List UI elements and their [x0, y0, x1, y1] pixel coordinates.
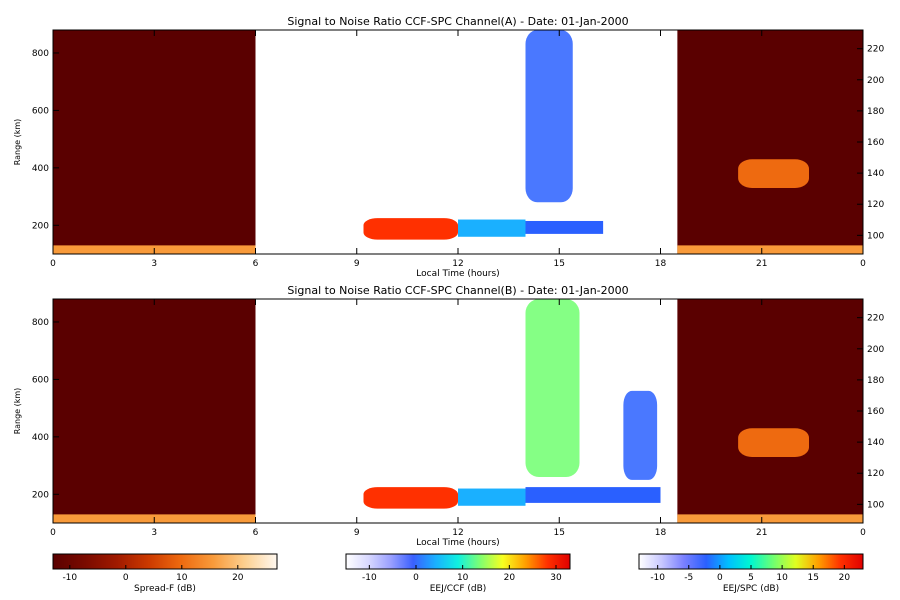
- y-tick-label-left: 400: [32, 164, 49, 174]
- y-tick-label-right: 160: [867, 138, 884, 148]
- colorbar-tick-label: 15: [807, 573, 818, 583]
- y-tick-label-right: 120: [867, 469, 884, 479]
- x-tick-label: 3: [151, 259, 157, 269]
- x-tick-label: 21: [756, 528, 767, 538]
- colorbar-label: EEJ/CCF (dB): [430, 584, 487, 594]
- colorbar-tick-label: -10: [62, 573, 77, 583]
- x-tick-label: 9: [354, 259, 360, 269]
- colorbar-tick-label: 30: [550, 573, 562, 583]
- y-tick-label-left: 800: [32, 318, 49, 328]
- colorbar-gradient: [52, 553, 278, 570]
- colorbar-tick-label: 20: [232, 573, 244, 583]
- colorbar-tick-label: -5: [684, 573, 693, 583]
- region-spread-f-night: [53, 299, 256, 523]
- y-tick-label-right: 120: [867, 200, 884, 210]
- colorbar-3: -10 -5 0 5 10 15 20 EEJ/SPC (dB): [638, 553, 864, 594]
- y-tick-label-right: 100: [867, 231, 884, 241]
- y-tick-label-right: 220: [867, 45, 884, 55]
- region-eej-spc-band: [525, 487, 661, 503]
- colorbar-1: -10 0 10 20 Spread-F (dB): [52, 553, 278, 594]
- x-tick-label: 21: [756, 259, 767, 269]
- x-tick-label: 12: [452, 259, 463, 269]
- x-axis-label: Local Time (hours): [416, 269, 499, 279]
- region-e-layer-echo: [677, 245, 863, 254]
- region-spread-f-night: [677, 299, 863, 523]
- x-tick-label: 6: [253, 528, 259, 538]
- y-tick-label-right: 200: [867, 345, 884, 355]
- colorbar-tick-label: 0: [123, 573, 129, 583]
- y-tick-label-right: 160: [867, 407, 884, 417]
- region-eej-ccf-strong-echo: [363, 487, 458, 509]
- y-tick-label-right: 200: [867, 76, 884, 86]
- colorbar-tick-label: 0: [413, 573, 419, 583]
- heatmap-panel-a: Signal to Noise Ratio CCF-SPC Channel(A)…: [13, 15, 884, 279]
- chart-title: Signal to Noise Ratio CCF-SPC Channel(A)…: [287, 15, 628, 28]
- colorbar-tick-label: 10: [776, 573, 788, 583]
- region-eej-spc-bubble: [623, 390, 658, 480]
- x-tick-label: 15: [554, 528, 565, 538]
- x-tick-label: 15: [554, 259, 565, 269]
- y-tick-label-left: 200: [32, 490, 49, 500]
- region-eej-ccf-echo: [458, 488, 526, 506]
- y-tick-label-right: 180: [867, 107, 884, 117]
- colorbar-tick-label: 10: [176, 573, 188, 583]
- region-eej-spc-band: [525, 220, 604, 234]
- colorbar-label: EEJ/SPC (dB): [723, 584, 779, 594]
- region-spread-f-night: [53, 30, 256, 254]
- y-tick-label-right: 180: [867, 376, 884, 386]
- colorbar-tick-label: 0: [717, 573, 723, 583]
- y-tick-label-left: 400: [32, 433, 49, 443]
- x-tick-label: 0: [50, 259, 56, 269]
- x-tick-label: 3: [151, 528, 157, 538]
- x-axis-label: Local Time (hours): [416, 538, 499, 548]
- y-tick-label-right: 220: [867, 314, 884, 324]
- y-tick-label-left: 600: [32, 375, 49, 385]
- colorbar-label: Spread-F (dB): [134, 584, 196, 594]
- y-axis-label: Range (km): [13, 119, 22, 166]
- x-tick-label: 9: [354, 528, 360, 538]
- x-tick-label: 0: [860, 528, 866, 538]
- y-tick-label-right: 140: [867, 438, 884, 448]
- region-spread-f-patch: [738, 159, 809, 188]
- x-tick-label: 18: [655, 259, 667, 269]
- colorbar-tick-label: 20: [504, 573, 516, 583]
- region-eej-ccf-echo: [458, 219, 526, 237]
- y-tick-label-right: 140: [867, 169, 884, 179]
- y-tick-label-left: 600: [32, 106, 49, 116]
- y-tick-label-left: 200: [32, 221, 49, 231]
- x-tick-label: 18: [655, 528, 667, 538]
- chart-title: Signal to Noise Ratio CCF-SPC Channel(B)…: [287, 284, 628, 297]
- region-eej-ccf-strong-echo: [363, 218, 458, 240]
- colorbar-tick-label: 10: [457, 573, 469, 583]
- colorbar-tick-label: -10: [362, 573, 377, 583]
- region-e-layer-echo: [677, 514, 863, 523]
- region-eej-spc-plume: [525, 30, 573, 203]
- x-tick-label: 0: [860, 259, 866, 269]
- y-tick-label-right: 100: [867, 500, 884, 510]
- region-eej-spc-plume: [525, 299, 580, 478]
- y-tick-label-left: 800: [32, 49, 49, 59]
- region-spread-f-night: [677, 30, 863, 254]
- x-tick-label: 12: [452, 528, 463, 538]
- colorbar-gradient: [345, 553, 571, 570]
- y-axis-label: Range (km): [13, 388, 22, 435]
- colorbar-tick-label: 20: [839, 573, 851, 583]
- x-tick-label: 0: [50, 528, 56, 538]
- colorbar-2: -10 0 10 20 30 EEJ/CCF (dB): [345, 553, 571, 594]
- colorbar-tick-label: -10: [650, 573, 665, 583]
- region-spread-f-patch: [738, 428, 809, 457]
- colorbar-tick-label: 5: [748, 573, 754, 583]
- x-tick-label: 6: [253, 259, 259, 269]
- heatmap-panel-b: Signal to Noise Ratio CCF-SPC Channel(B)…: [13, 284, 884, 548]
